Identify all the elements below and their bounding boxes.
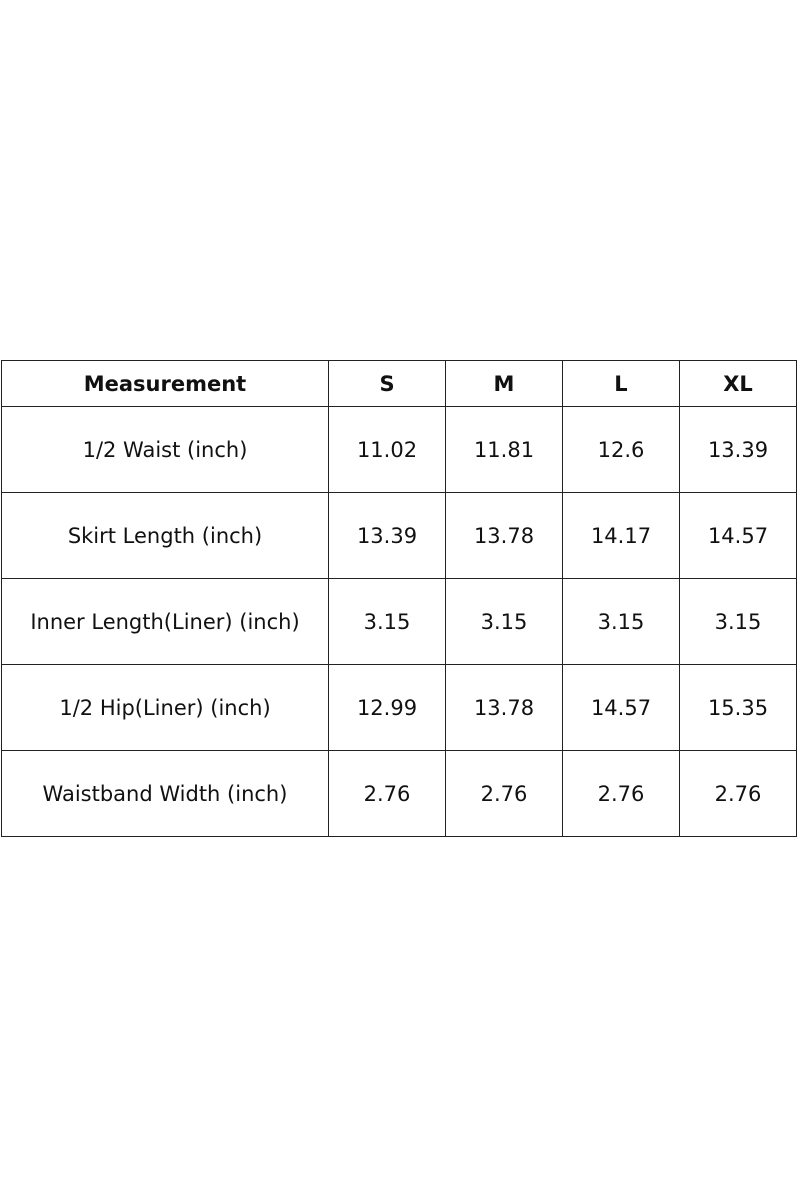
size-value: 13.39 — [328, 492, 446, 579]
header-cell: M — [445, 360, 563, 407]
table-row: 1/2 Waist (inch) 11.02 11.81 12.6 13.39 — [1, 406, 797, 493]
size-value: 2.76 — [562, 750, 680, 837]
row-label: Skirt Length (inch) — [1, 492, 329, 579]
header-cell: S — [328, 360, 446, 407]
size-value: 3.15 — [562, 578, 680, 665]
header-cell: XL — [679, 360, 797, 407]
row-label: Waistband Width (inch) — [1, 750, 329, 837]
size-value: 2.76 — [328, 750, 446, 837]
table-row: Waistband Width (inch) 2.76 2.76 2.76 2.76 — [1, 750, 797, 837]
size-value: 2.76 — [679, 750, 797, 837]
size-value: 14.17 — [562, 492, 680, 579]
size-value: 13.39 — [679, 406, 797, 493]
table-row: Inner Length(Liner) (inch) 3.15 3.15 3.15 3.… — [1, 578, 797, 665]
size-value: 13.78 — [445, 664, 563, 751]
table-body: 1/2 Waist (inch) 11.02 11.81 12.6 13.39 Skirt… — [1, 406, 797, 837]
header-cell: Measurement — [1, 360, 329, 407]
size-value: 12.99 — [328, 664, 446, 751]
size-value: 14.57 — [679, 492, 797, 579]
size-value: 11.02 — [328, 406, 446, 493]
size-value: 12.6 — [562, 406, 680, 493]
header-cell: L — [562, 360, 680, 407]
size-value: 3.15 — [445, 578, 563, 665]
size-value: 15.35 — [679, 664, 797, 751]
size-value: 14.57 — [562, 664, 680, 751]
table-row: Skirt Length (inch) 13.39 13.78 14.17 14.57 — [1, 492, 797, 579]
row-label: 1/2 Hip(Liner) (inch) — [1, 664, 329, 751]
table-row: 1/2 Hip(Liner) (inch) 12.99 13.78 14.57 15.3… — [1, 664, 797, 751]
row-label: 1/2 Waist (inch) — [1, 406, 329, 493]
size-value: 3.15 — [328, 578, 446, 665]
size-table: Measurement S M L XL 1/2 Waist (inch) 11.02 11… — [1, 360, 797, 837]
size-value: 11.81 — [445, 406, 563, 493]
size-value: 2.76 — [445, 750, 563, 837]
size-value: 13.78 — [445, 492, 563, 579]
row-label: Inner Length(Liner) (inch) — [1, 578, 329, 665]
size-value: 3.15 — [679, 578, 797, 665]
header-row: Measurement S M L XL — [1, 360, 797, 407]
